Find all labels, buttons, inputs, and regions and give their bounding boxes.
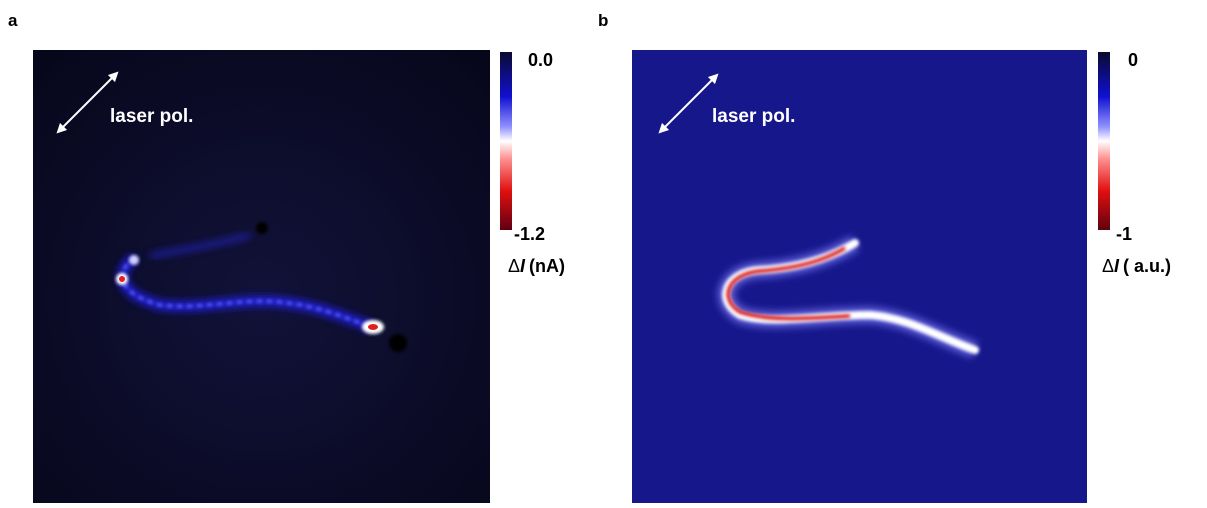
colorbar [500, 52, 512, 230]
panel-label: a [8, 11, 18, 30]
colorbar-bottom: -1.2 [514, 224, 545, 244]
colorbar-top: 0.0 [528, 50, 553, 70]
panel-label: b [598, 11, 608, 30]
symbol: Δ [508, 256, 520, 276]
unit: ( a.u.) [1123, 256, 1171, 276]
symbol: Δ [1102, 256, 1114, 276]
colorbar-title: ΔI(nA) [508, 256, 565, 276]
annotation: laser pol. [712, 106, 795, 127]
colorbar-title: ΔI( a.u.) [1102, 256, 1171, 276]
figure: a laser pol. 0.0 -1.2 ΔI(nA) b laser pol… [0, 0, 1207, 503]
colorbar-top: 0 [1128, 50, 1138, 70]
unit: (nA) [529, 256, 565, 276]
image-b [632, 50, 1087, 503]
variable: I [1114, 256, 1120, 276]
variable: I [520, 256, 526, 276]
annotation: laser pol. [110, 106, 193, 127]
colorbar-bottom: -1 [1116, 224, 1132, 244]
colorbar [1098, 52, 1110, 230]
image-a [33, 50, 490, 503]
